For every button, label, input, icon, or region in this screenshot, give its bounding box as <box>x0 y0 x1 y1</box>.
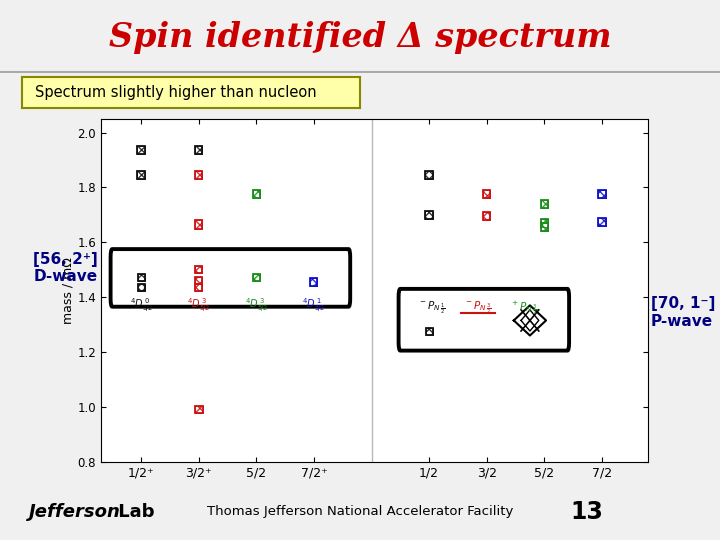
Bar <box>598 190 606 198</box>
Bar <box>195 266 202 273</box>
Bar <box>195 146 202 154</box>
Bar <box>195 146 202 154</box>
Bar <box>483 212 490 220</box>
Bar <box>426 211 433 219</box>
Bar <box>541 200 548 208</box>
Text: Jefferson: Jefferson <box>29 503 121 521</box>
Bar <box>426 171 433 179</box>
Bar <box>426 211 433 219</box>
Bar <box>195 284 202 291</box>
Bar <box>310 279 318 286</box>
Bar <box>483 212 490 220</box>
Bar <box>195 284 202 291</box>
Text: $^4D_{5\!/2}^{\,3}$: $^4D_{5\!/2}^{\,3}$ <box>187 296 210 315</box>
Bar <box>598 218 606 226</box>
Bar <box>483 212 490 220</box>
Text: $^-P_{N\,\frac{3}{2}}$: $^-P_{N\,\frac{3}{2}}$ <box>464 300 492 316</box>
Bar <box>598 218 606 226</box>
Bar <box>310 279 318 286</box>
Bar <box>195 171 202 179</box>
FancyBboxPatch shape <box>399 289 569 350</box>
Bar <box>195 266 202 273</box>
FancyBboxPatch shape <box>111 249 350 307</box>
Bar <box>426 328 433 335</box>
Bar <box>541 223 548 231</box>
Text: Thomas Jefferson National Accelerator Facility: Thomas Jefferson National Accelerator Fa… <box>207 505 513 518</box>
Bar <box>195 220 202 228</box>
Text: $^4D_{5\!/2}^{\,1}$: $^4D_{5\!/2}^{\,1}$ <box>302 296 325 315</box>
Bar <box>138 274 145 281</box>
Bar <box>195 284 202 291</box>
Bar <box>598 190 606 198</box>
Bar <box>541 219 548 227</box>
Bar <box>138 171 145 179</box>
Bar <box>541 200 548 208</box>
Bar <box>195 146 202 154</box>
Bar <box>195 220 202 228</box>
Bar <box>195 220 202 228</box>
Bar <box>138 284 145 291</box>
Bar <box>426 171 433 179</box>
Text: $^4D_{5\!/2}^{\,0}$: $^4D_{5\!/2}^{\,0}$ <box>130 296 153 315</box>
Bar <box>253 274 260 281</box>
Bar <box>138 146 145 154</box>
Bar <box>194 406 203 413</box>
Bar <box>138 284 145 291</box>
Bar <box>426 328 433 335</box>
Bar <box>483 190 490 198</box>
Bar <box>138 284 145 291</box>
Bar <box>541 219 548 227</box>
Bar <box>138 274 145 281</box>
Bar <box>138 146 145 154</box>
Bar <box>483 190 490 198</box>
Bar <box>195 277 202 284</box>
Text: Lab: Lab <box>112 503 154 521</box>
Bar <box>483 190 490 198</box>
Bar <box>541 223 548 231</box>
Bar <box>194 406 203 413</box>
Text: $^-P_{N\,\frac{1}{2}}$: $^-P_{N\,\frac{1}{2}}$ <box>418 300 446 316</box>
Bar <box>138 171 145 179</box>
Bar <box>598 218 606 226</box>
Bar <box>138 146 145 154</box>
Bar <box>138 171 145 179</box>
Text: [56, 2⁺]
D-wave: [56, 2⁺] D-wave <box>33 252 98 284</box>
Bar <box>195 277 202 284</box>
Bar <box>194 406 203 413</box>
Bar <box>138 274 145 281</box>
Text: $^4D_{5\!/2}^{\,3}$: $^4D_{5\!/2}^{\,3}$ <box>245 296 268 315</box>
Bar <box>195 171 202 179</box>
Bar <box>426 171 433 179</box>
Bar <box>195 266 202 273</box>
Bar <box>426 328 433 335</box>
Y-axis label: mass / mΩ: mass / mΩ <box>61 257 74 323</box>
Bar <box>195 171 202 179</box>
Text: [70, 1⁻]
P-wave: [70, 1⁻] P-wave <box>651 296 715 329</box>
Bar <box>253 274 260 281</box>
Bar <box>598 190 606 198</box>
Bar <box>541 200 548 208</box>
Bar <box>426 211 433 219</box>
Bar <box>195 277 202 284</box>
Bar <box>253 190 260 198</box>
Bar <box>310 279 318 286</box>
Text: Spectrum slightly higher than nucleon: Spectrum slightly higher than nucleon <box>35 85 317 100</box>
Bar <box>253 274 260 281</box>
Bar <box>541 223 548 231</box>
Bar <box>541 219 548 227</box>
Text: $^+P_{N\,\frac{3}{2}}$: $^+P_{N\,\frac{3}{2}}$ <box>510 299 538 317</box>
Text: Spin identified Δ spectrum: Spin identified Δ spectrum <box>109 21 611 54</box>
Text: 13: 13 <box>570 500 603 524</box>
Bar <box>253 190 260 198</box>
Bar <box>253 190 260 198</box>
